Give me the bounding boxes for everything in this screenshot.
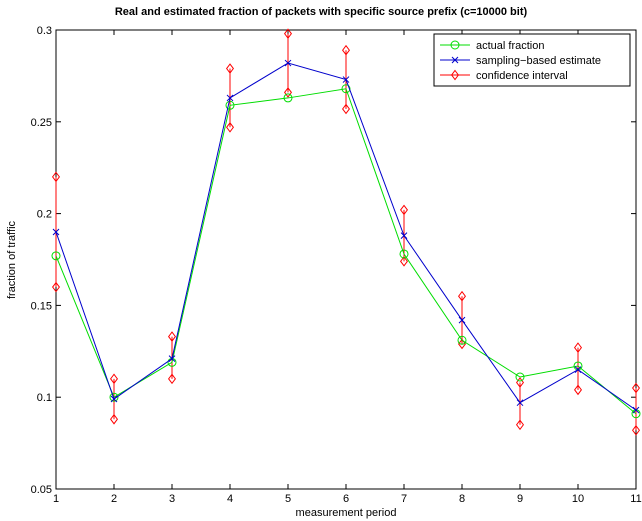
ci-upper-marker	[458, 290, 466, 302]
y-tick-label: 0.3	[37, 25, 52, 37]
data-point	[516, 399, 524, 407]
y-axis-label: fraction of traffic	[6, 220, 18, 299]
ci-lower-marker	[284, 87, 292, 98]
ci-lower-marker	[110, 413, 118, 425]
x-tick-label: 5	[285, 493, 291, 505]
data-point	[515, 372, 525, 382]
ci-upper-marker	[110, 373, 118, 385]
data-point	[52, 228, 60, 236]
x-tick-label: 2	[111, 493, 117, 505]
legend-marker	[450, 40, 460, 50]
ci-lower-marker	[458, 338, 466, 350]
x-tick-label: 3	[169, 493, 175, 505]
x-tick-label: 7	[401, 493, 407, 505]
data-point	[168, 355, 176, 362]
legend-label: actual fraction	[476, 40, 544, 52]
ci-upper-marker	[400, 204, 408, 216]
data-point	[283, 93, 293, 103]
data-point	[226, 94, 234, 102]
data-point	[574, 366, 582, 374]
y-tick-label: 0.15	[31, 300, 52, 312]
x-tick-label: 10	[572, 493, 584, 505]
data-point	[457, 335, 467, 345]
series-layer	[51, 59, 641, 419]
y-tick-label: 0.25	[31, 117, 52, 129]
ci-lower-marker	[574, 384, 582, 396]
ci-upper-marker	[284, 28, 292, 40]
ci-lower-marker	[632, 424, 640, 436]
x-tick-label: 4	[227, 493, 233, 505]
data-point	[341, 84, 351, 94]
legend-label: sampling−based estimate	[476, 55, 601, 67]
data-point	[284, 59, 292, 67]
data-point	[399, 249, 409, 259]
ci-lower-marker	[52, 281, 60, 293]
data-point	[632, 406, 640, 414]
ci-upper-marker	[52, 171, 60, 183]
ci-lower-marker	[226, 121, 234, 133]
x-tick-label: 1	[53, 493, 59, 505]
ci-upper-marker	[632, 382, 640, 394]
y-axis: 0.05 0.1 0.15 0.2 0.25 0.3	[31, 25, 636, 496]
x-axis: 1 2 3 4 5 6 7 8 9 10 11	[53, 30, 642, 505]
legend-marker	[451, 69, 459, 81]
ci-upper-marker	[342, 44, 350, 56]
data-point	[51, 251, 61, 261]
x-tick-label: 6	[343, 493, 349, 505]
data-point	[400, 232, 408, 239]
ci-upper-marker	[574, 342, 582, 353]
legend-marker	[451, 56, 459, 64]
x-tick-label: 9	[517, 493, 523, 505]
ci-upper-marker	[168, 331, 176, 342]
data-point	[458, 316, 466, 324]
ci-lower-marker	[342, 103, 350, 115]
ci-upper-marker	[226, 63, 234, 74]
legend: actual fraction sampling−based estimate co…	[433, 33, 631, 87]
y-tick-label: 0.1	[37, 392, 52, 404]
ci-lower-marker	[400, 256, 408, 267]
y-tick-label: 0.05	[31, 484, 52, 496]
data-point	[225, 100, 235, 110]
data-point	[342, 76, 350, 83]
chart-title: Real and estimated fraction of packets w…	[115, 6, 528, 18]
x-tick-label: 11	[630, 493, 641, 505]
x-axis-label: measurement period	[296, 507, 397, 519]
legend-label: confidence interval	[476, 70, 568, 82]
y-tick-label: 0.2	[37, 209, 52, 221]
series-line-actual-fraction	[55, 88, 637, 415]
data-point	[110, 395, 118, 403]
ci-lower-marker	[168, 373, 176, 385]
data-point	[109, 392, 119, 402]
ci-upper-marker	[516, 377, 524, 388]
x-tick-label: 8	[459, 493, 465, 505]
ci-lower-marker	[516, 419, 524, 431]
